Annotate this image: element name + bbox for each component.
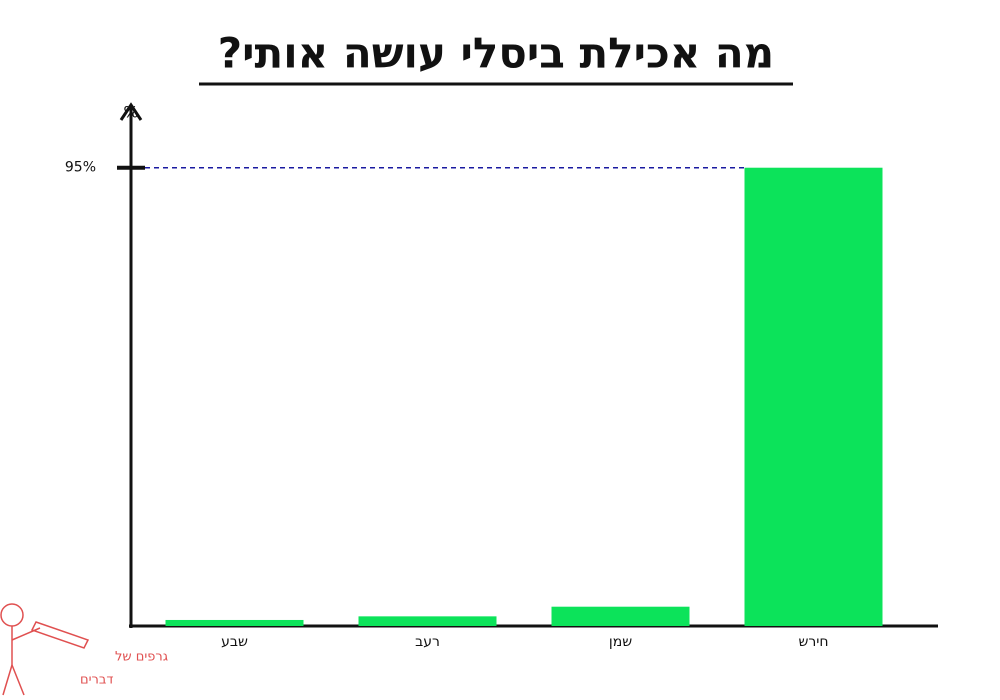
y-tick-label: 95%	[65, 160, 96, 176]
watermark-text: גרפים של	[115, 650, 168, 665]
y-axis-arrow	[119, 102, 143, 121]
bar	[165, 619, 304, 626]
x-tick-label: שבע	[221, 634, 248, 650]
bar	[358, 616, 497, 626]
watermark-figure	[0, 603, 90, 696]
x-tick-label: חירש	[798, 634, 828, 650]
x-tick-label: רעב	[415, 634, 440, 650]
x-tick-label: שמן	[609, 634, 632, 650]
bar	[744, 167, 883, 627]
watermark-text: דברים	[80, 673, 113, 688]
chart-title: מה אכילת ביסלי עושה אותי?	[218, 29, 774, 78]
bar	[551, 606, 690, 626]
